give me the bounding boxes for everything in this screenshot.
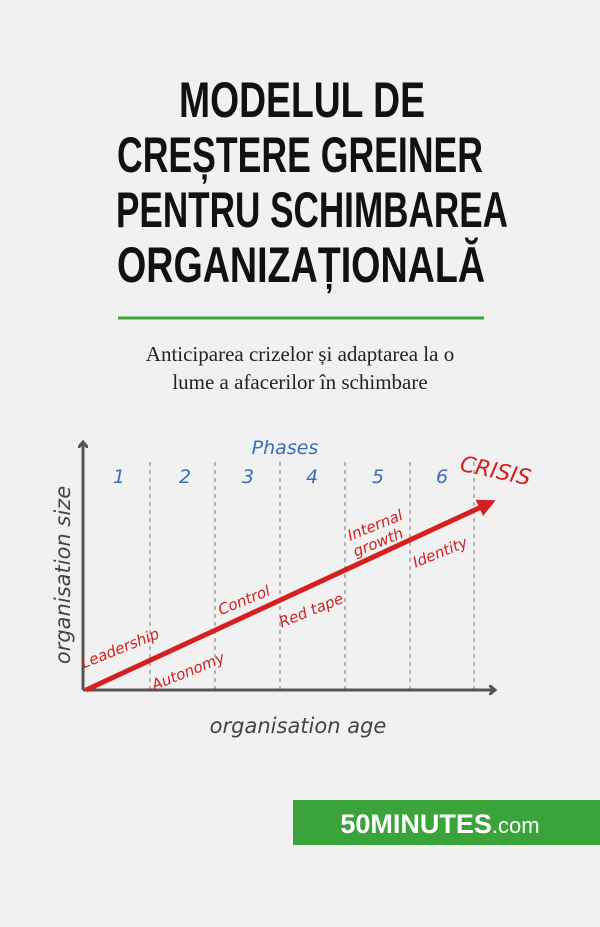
brand-suffix: .com	[492, 813, 540, 838]
phase-number: 1	[113, 466, 125, 488]
phase-label: Identity	[410, 533, 471, 572]
brand-name: 50MINUTES	[340, 809, 492, 839]
phase-dividers	[149, 462, 475, 690]
crisis-label: CRISIS	[458, 452, 533, 491]
phase-number: 2	[179, 466, 191, 488]
phase-number: 4	[306, 466, 318, 488]
phase-number: 5	[372, 466, 384, 488]
phase-number: 3	[242, 466, 254, 488]
title: MODELUL DE CREȘTERE GREINER PENTRU SCHIM…	[116, 72, 508, 293]
title-line: MODELUL DE	[179, 72, 425, 128]
title-line: CREȘTERE GREINER	[117, 127, 483, 183]
subtitle-line: lume a afacerilor în schimbare	[172, 370, 427, 394]
phases-label: Phases	[252, 437, 319, 459]
phase-label: Leadership	[78, 625, 161, 673]
x-axis-label: organisation age	[210, 714, 387, 738]
y-axis-label: organisation size	[51, 486, 75, 664]
brand: 50MINUTES.com	[340, 809, 539, 839]
title-line: ORGANIZAȚIONALĂ	[117, 237, 485, 293]
brand-box	[293, 800, 600, 845]
title-line: PENTRU SCHIMBAREA	[116, 182, 508, 238]
growth-arrow	[84, 499, 496, 693]
phase-label: Control	[215, 581, 273, 618]
subtitle-line: Anticiparea crizelor și adaptarea la o	[146, 342, 454, 366]
phase-number: 6	[436, 466, 448, 488]
